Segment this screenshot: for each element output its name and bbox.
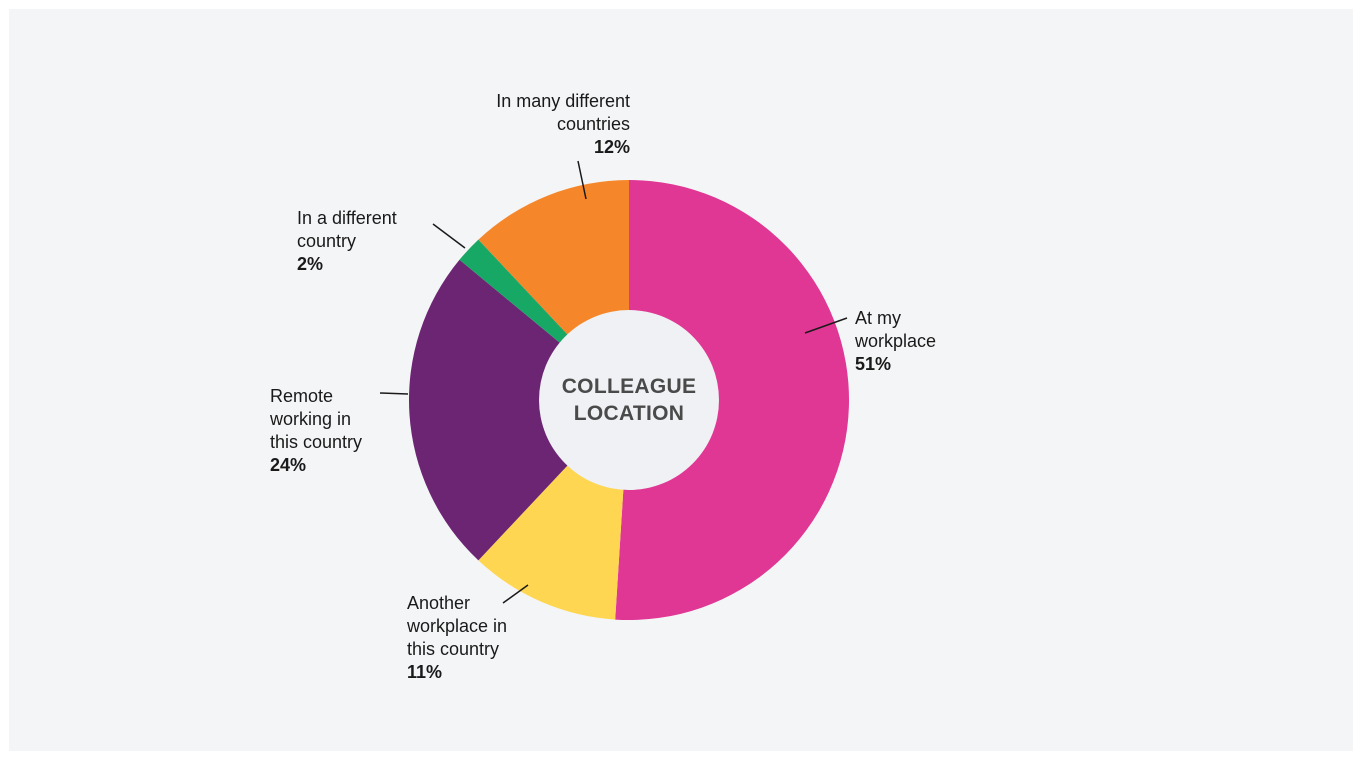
label-different-country-pct: 2% bbox=[297, 254, 324, 274]
slice-at-my-workplace bbox=[615, 180, 850, 620]
label-many-countries-line1: In many different bbox=[496, 91, 630, 111]
label-remote-pct: 24% bbox=[270, 455, 307, 475]
label-many-countries: In many different countries 12% bbox=[456, 90, 630, 159]
label-remote-line1: Remote bbox=[270, 386, 334, 406]
label-different-country-line2: country bbox=[297, 231, 357, 251]
center-title-line1: COLLEAGUE bbox=[561, 375, 697, 398]
label-another-workplace-line2: workplace in bbox=[407, 616, 508, 636]
leader-lines bbox=[379, 160, 848, 604]
label-different-country: In a different country 2% bbox=[297, 207, 397, 276]
label-at-workplace-pct: 51% bbox=[855, 354, 892, 374]
leader-line-many-countries bbox=[577, 160, 587, 200]
leader-line-at-workplace bbox=[804, 317, 848, 334]
label-remote: Remote working in this country 24% bbox=[270, 385, 362, 477]
label-at-workplace-line1: At my bbox=[855, 308, 902, 328]
leader-line-different-country bbox=[432, 223, 466, 249]
center-title-line2: LOCATION bbox=[573, 402, 685, 425]
label-at-workplace-line2: workplace bbox=[855, 331, 937, 351]
label-many-countries-line2: countries bbox=[556, 114, 630, 134]
label-another-workplace-line1: Another bbox=[407, 593, 471, 613]
label-remote-line3: this country bbox=[270, 432, 363, 452]
label-another-workplace-pct: 11% bbox=[407, 662, 443, 682]
label-another-workplace-line3: this country bbox=[407, 639, 500, 659]
leader-line-another-workplace bbox=[502, 584, 529, 604]
label-at-workplace: At my workplace 51% bbox=[855, 307, 936, 376]
donut-hole bbox=[539, 310, 719, 490]
label-many-countries-pct: 12% bbox=[593, 137, 630, 157]
label-remote-line2: working in bbox=[270, 409, 352, 429]
label-another-workplace: Another workplace in this country 11% bbox=[407, 592, 507, 684]
leader-line-remote bbox=[379, 392, 409, 395]
label-different-country-line1: In a different bbox=[297, 208, 397, 228]
center-title: COLLEAGUE LOCATION bbox=[539, 373, 719, 427]
slice-remote-working-in-this-country bbox=[408, 259, 629, 561]
